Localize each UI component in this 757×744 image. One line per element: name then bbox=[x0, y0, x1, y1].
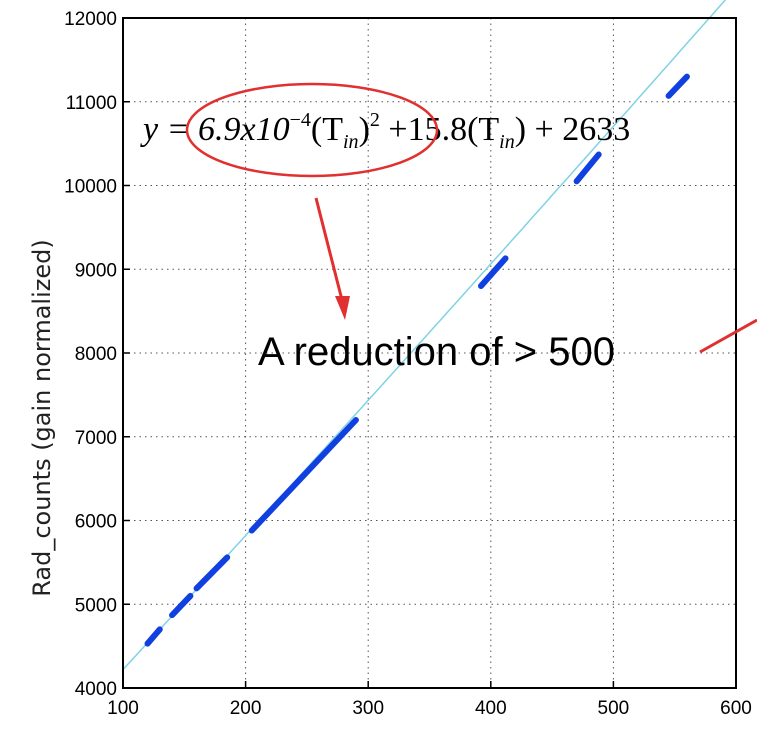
y-tick-label: 8000 bbox=[75, 344, 117, 365]
equation-linear-term: +15.8(T bbox=[380, 111, 499, 148]
equation: y = 6.9x10−4(Tin)2 +15.8(Tin) + 2633 bbox=[140, 109, 630, 153]
y-tick-label: 9000 bbox=[75, 260, 117, 281]
equation-tail: ) + 2633 bbox=[515, 111, 631, 148]
x-tick-label: 500 bbox=[598, 698, 630, 719]
y-tick-label: 4000 bbox=[75, 679, 117, 700]
equation-subscript: in bbox=[343, 131, 359, 153]
y-tick-label: 12000 bbox=[64, 9, 117, 30]
equation-lead: y = 6.9x10 bbox=[140, 111, 290, 148]
x-tick-label: 300 bbox=[352, 698, 384, 719]
y-tick-label: 5000 bbox=[75, 595, 117, 616]
equation-t1-close: ) bbox=[359, 111, 370, 148]
equation-square: 2 bbox=[370, 109, 380, 131]
callout-text: A reduction of > 500 bbox=[258, 330, 615, 374]
equation-subscript-2: in bbox=[499, 131, 515, 153]
y-tick-label: 11000 bbox=[66, 93, 117, 114]
x-tick-label: 100 bbox=[107, 698, 139, 719]
y-tick-label: 7000 bbox=[75, 428, 117, 449]
x-tick-label: 200 bbox=[230, 698, 262, 719]
y-tick-label: 10000 bbox=[64, 177, 117, 198]
x-tick-label: 400 bbox=[475, 698, 507, 719]
equation-t1-open: (T bbox=[311, 111, 343, 148]
y-tick-label: 6000 bbox=[75, 512, 117, 533]
y-axis-label: Rad_counts (gain normalized) bbox=[28, 239, 56, 596]
equation-exponent: −4 bbox=[290, 109, 311, 131]
x-tick-label: 600 bbox=[720, 698, 752, 719]
